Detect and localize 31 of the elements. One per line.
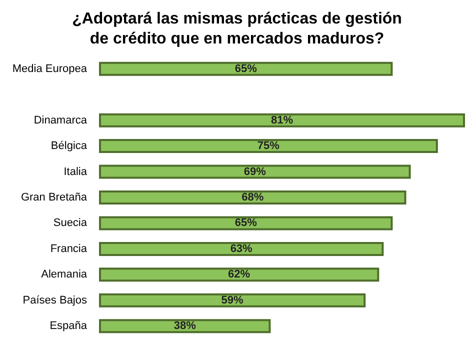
y-tick-label: Dinamarca <box>34 114 88 126</box>
data-label: 62% <box>228 268 250 281</box>
y-tick-label: Suecia <box>53 217 88 230</box>
data-label: 69% <box>244 166 266 178</box>
bar <box>99 293 366 308</box>
bar <box>99 164 411 179</box>
bar <box>99 216 393 230</box>
y-tick-label: España <box>50 320 88 332</box>
bar <box>99 242 384 256</box>
bar <box>99 190 406 204</box>
y-tick-label: Alemania <box>41 268 88 281</box>
chart-title: ¿Adoptará las mismas prácticas de gestión de crédito que en mercados maduros? <box>72 10 402 48</box>
bar <box>99 319 271 334</box>
y-tick-label: Gran Bretaña <box>20 192 88 204</box>
bar <box>99 62 393 76</box>
data-label: 81% <box>270 114 294 126</box>
y-tick-label: Francia <box>50 242 88 255</box>
data-label: 63% <box>230 242 253 255</box>
data-label: 38% <box>174 320 196 332</box>
bar <box>99 139 438 154</box>
data-label: 68% <box>242 192 264 204</box>
y-tick-label: Bélgica <box>50 140 88 152</box>
data-label: 65% <box>234 217 258 230</box>
data-label: 59% <box>221 294 244 306</box>
y-tick-label: Italia <box>64 166 88 178</box>
y-tick-label: Media Europea <box>12 62 88 75</box>
bar <box>99 113 465 128</box>
data-label: 75% <box>257 140 280 152</box>
y-tick-label: Países Bajos <box>22 294 88 306</box>
bar <box>99 268 380 282</box>
data-label: 65% <box>234 62 258 75</box>
